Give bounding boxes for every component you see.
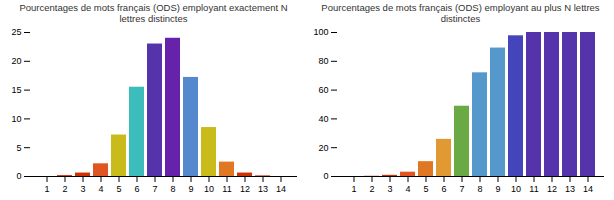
svg-text:5: 5	[423, 184, 428, 194]
html-text:Pourcentages de mots français: Pourcentages de mots français (ODS) empl…	[19, 2, 288, 24]
svg-text:20: 20	[11, 56, 21, 66]
svg-text:11: 11	[529, 184, 538, 194]
svg-text:80: 80	[318, 56, 328, 66]
svg-text:6: 6	[134, 184, 139, 194]
svg-text:25: 25	[11, 27, 21, 37]
svg-text:0: 0	[16, 171, 21, 181]
svg-text:20: 20	[318, 143, 328, 153]
svg-text:7: 7	[152, 184, 157, 194]
svg-text:8: 8	[170, 184, 175, 194]
svg-text:8: 8	[477, 184, 482, 194]
svg-text:14: 14	[276, 184, 286, 194]
svg-text:2: 2	[62, 184, 67, 194]
html-text:Pourcentages de mots français: Pourcentages de mots français (ODS) empl…	[321, 2, 600, 24]
svg-text:3: 3	[387, 184, 392, 194]
svg-text:14: 14	[583, 184, 593, 194]
svg-text:100: 100	[313, 27, 328, 37]
svg-text:6: 6	[441, 184, 446, 194]
svg-text:60: 60	[318, 85, 328, 95]
svg-text:12: 12	[547, 184, 557, 194]
svg-text:1: 1	[44, 184, 49, 194]
svg-text:4: 4	[98, 184, 103, 194]
svg-text:13: 13	[258, 184, 268, 194]
svg-text:10: 10	[204, 184, 214, 194]
svg-text:0: 0	[323, 171, 328, 181]
svg-text:9: 9	[188, 184, 193, 194]
svg-text:40: 40	[318, 114, 328, 124]
svg-text:1: 1	[351, 184, 356, 194]
svg-text:3: 3	[80, 184, 85, 194]
svg-text:5: 5	[116, 184, 121, 194]
svg-text:2: 2	[369, 184, 374, 194]
svg-text:10: 10	[511, 184, 521, 194]
svg-text:5: 5	[16, 143, 21, 153]
svg-text:4: 4	[405, 184, 410, 194]
svg-text:7: 7	[459, 184, 464, 194]
svg-text:10: 10	[11, 114, 21, 124]
svg-text:15: 15	[11, 85, 21, 95]
svg-text:12: 12	[240, 184, 250, 194]
svg-text:9: 9	[495, 184, 500, 194]
svg-text:13: 13	[565, 184, 575, 194]
svg-text:11: 11	[222, 184, 231, 194]
